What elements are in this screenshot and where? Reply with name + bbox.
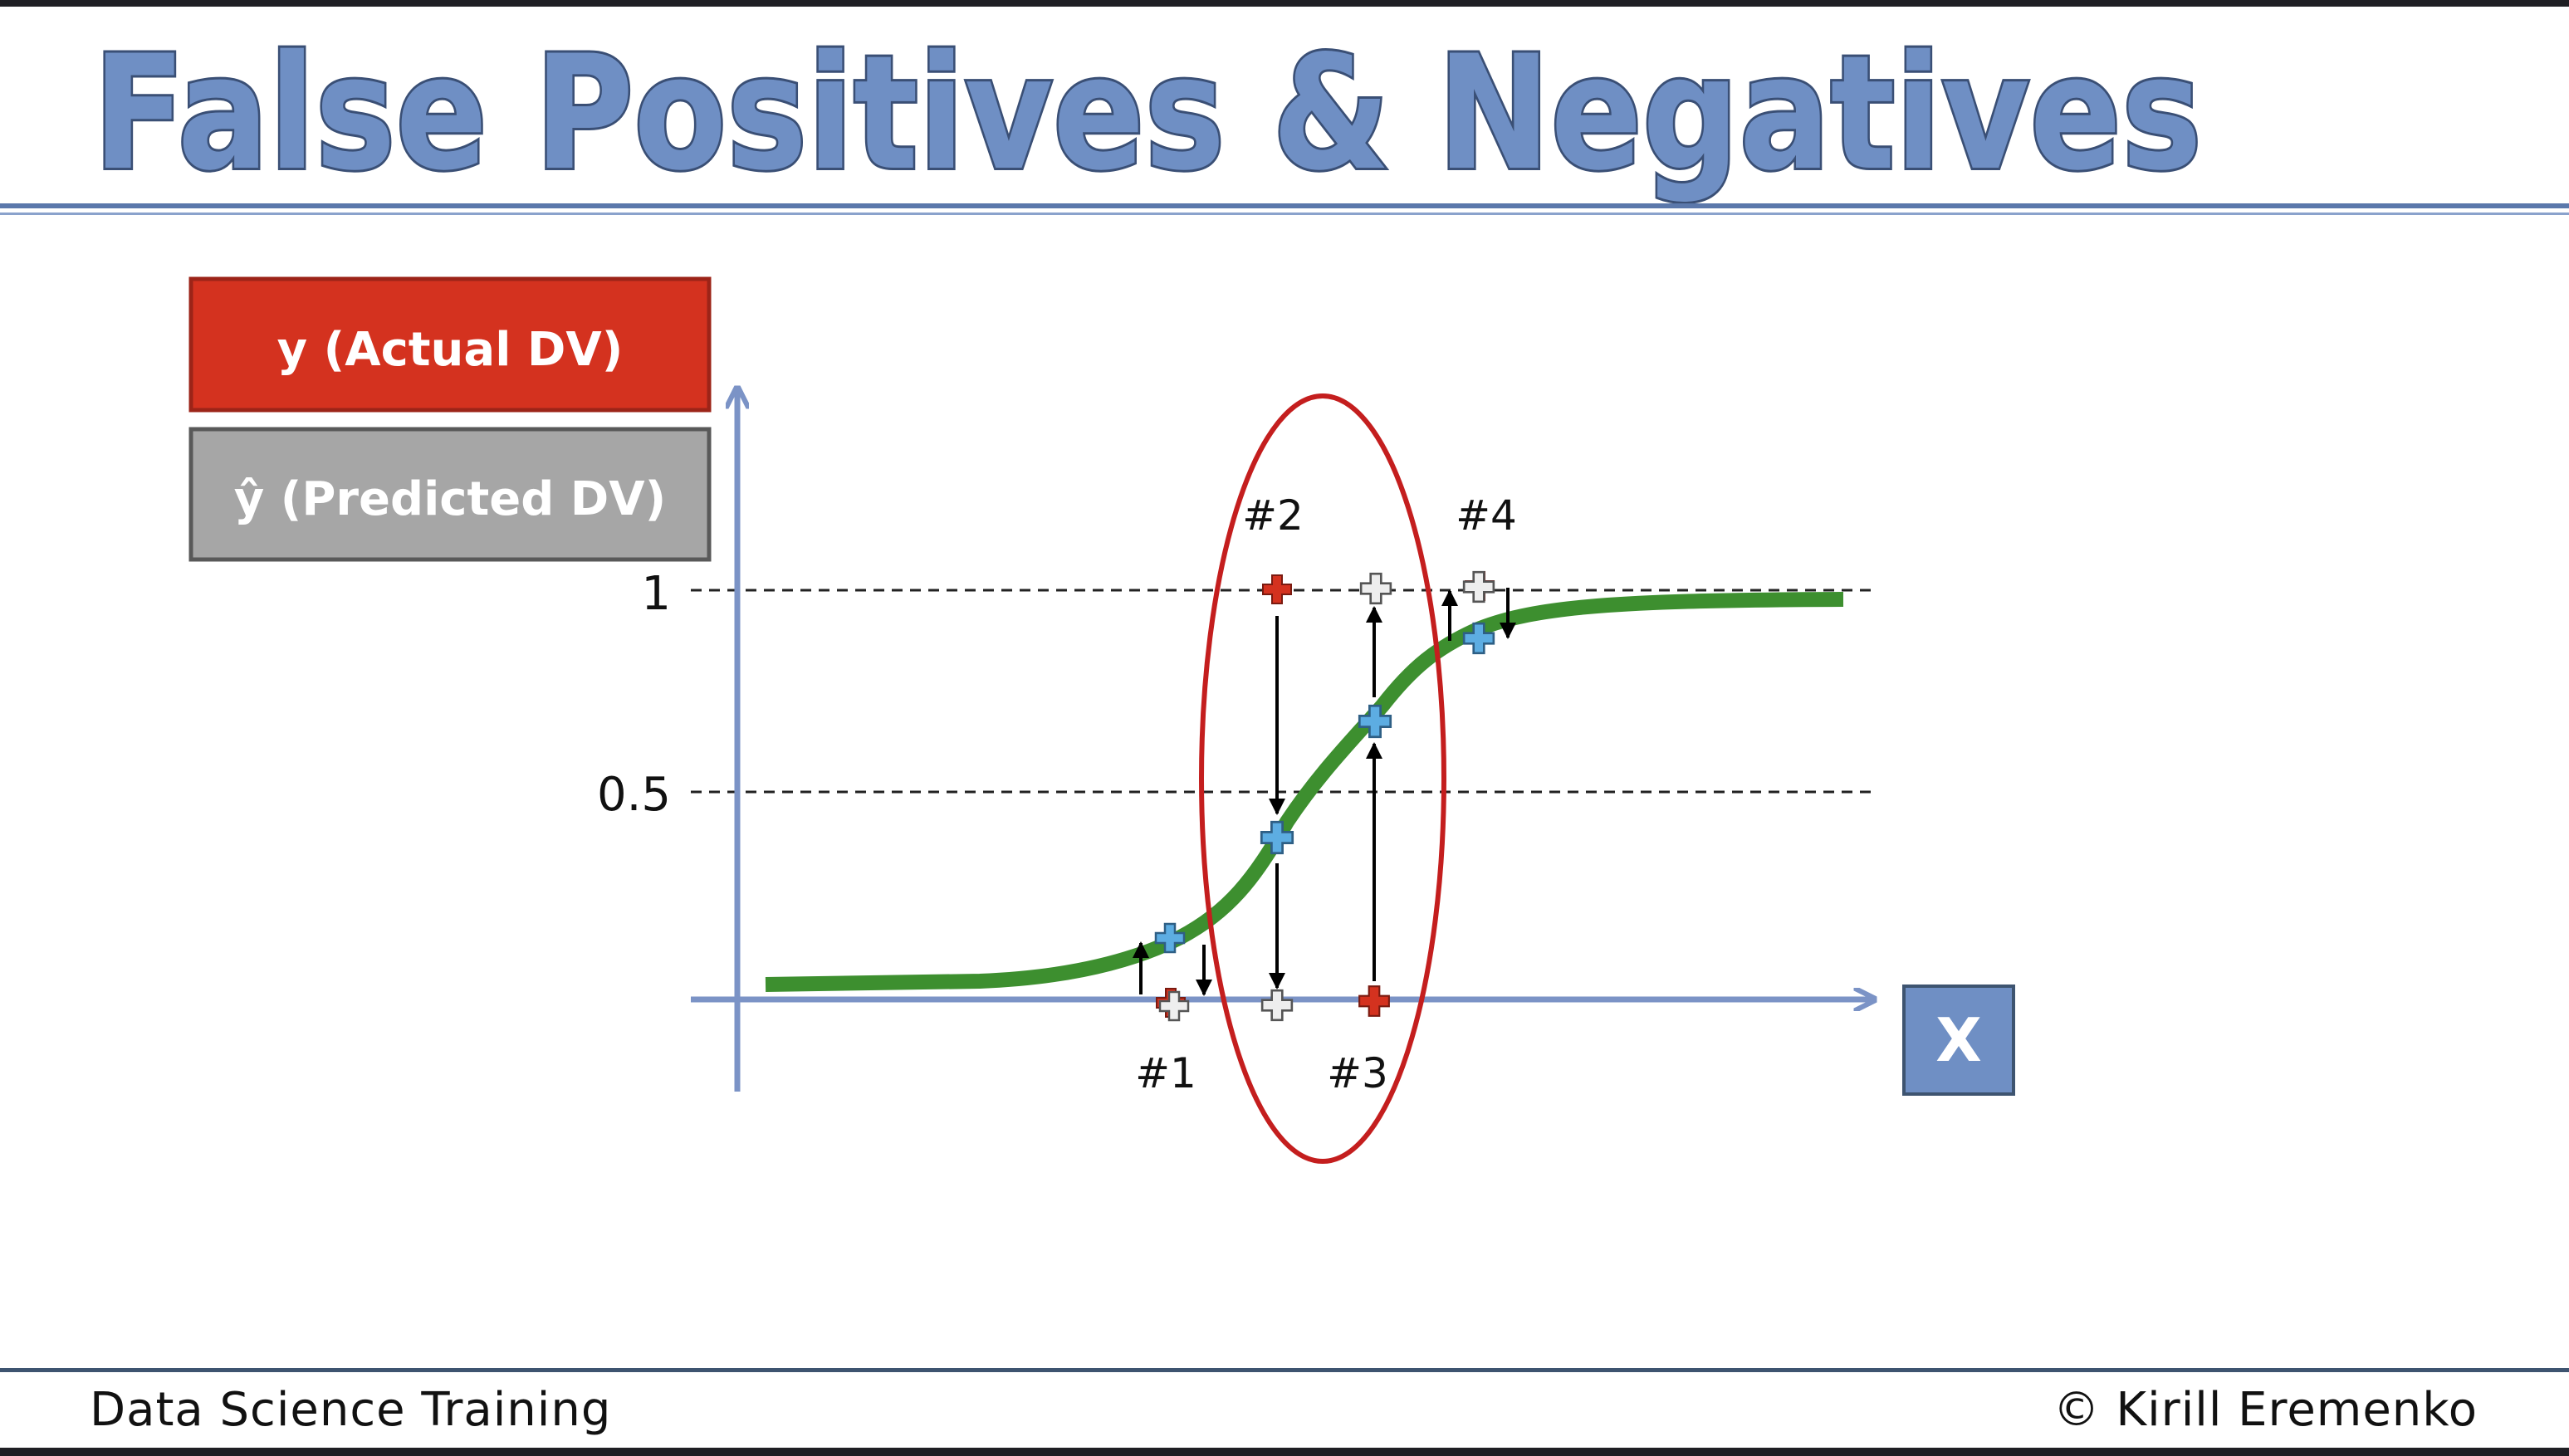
plus-marker-icon-actual-3: [1358, 985, 1390, 1017]
bottom-border: [0, 1448, 2569, 1456]
slide-title: False Positives & Negatives: [93, 22, 2202, 205]
y-tick-label-05: 0.5: [597, 768, 671, 822]
plus-marker-icon-actual-2: [1262, 574, 1292, 604]
legend-actual-label: y (Actual DV): [277, 323, 624, 377]
plus-marker-icon-projected-2: [1260, 989, 1294, 1022]
plus-marker-icon-projected-4: [1462, 570, 1495, 603]
legend: y (Actual DV) ŷ (Predicted DV): [188, 276, 712, 562]
footer-rule: [0, 1368, 2569, 1372]
x-axis-label-box: [1902, 985, 2015, 1096]
footer-copyright: © Kirill Eremenko: [2053, 1383, 2478, 1437]
y-tick-label-1: 1: [641, 567, 671, 621]
legend-predicted-box: [188, 427, 712, 562]
point-label-3: #3: [1327, 1049, 1388, 1097]
title-rule-thin: [0, 213, 2569, 215]
legend-actual-box: [188, 276, 712, 413]
legend-predicted-label: ŷ (Predicted DV): [234, 472, 666, 526]
top-border: [0, 0, 2569, 7]
point-label-1: #1: [1135, 1049, 1196, 1097]
plus-marker-icon-projected-1: [1158, 990, 1190, 1022]
title-rule: [0, 203, 2569, 208]
plus-marker-icon-projected-3: [1359, 572, 1392, 605]
highlight-ellipse: [1199, 393, 1446, 1164]
point-label-2: #2: [1242, 491, 1304, 540]
point-label-4: #4: [1456, 491, 1517, 540]
sigmoid-curve: [765, 592, 1844, 992]
footer-left-text: Data Science Training: [90, 1383, 612, 1437]
x-axis-label: X: [1935, 1005, 1982, 1075]
